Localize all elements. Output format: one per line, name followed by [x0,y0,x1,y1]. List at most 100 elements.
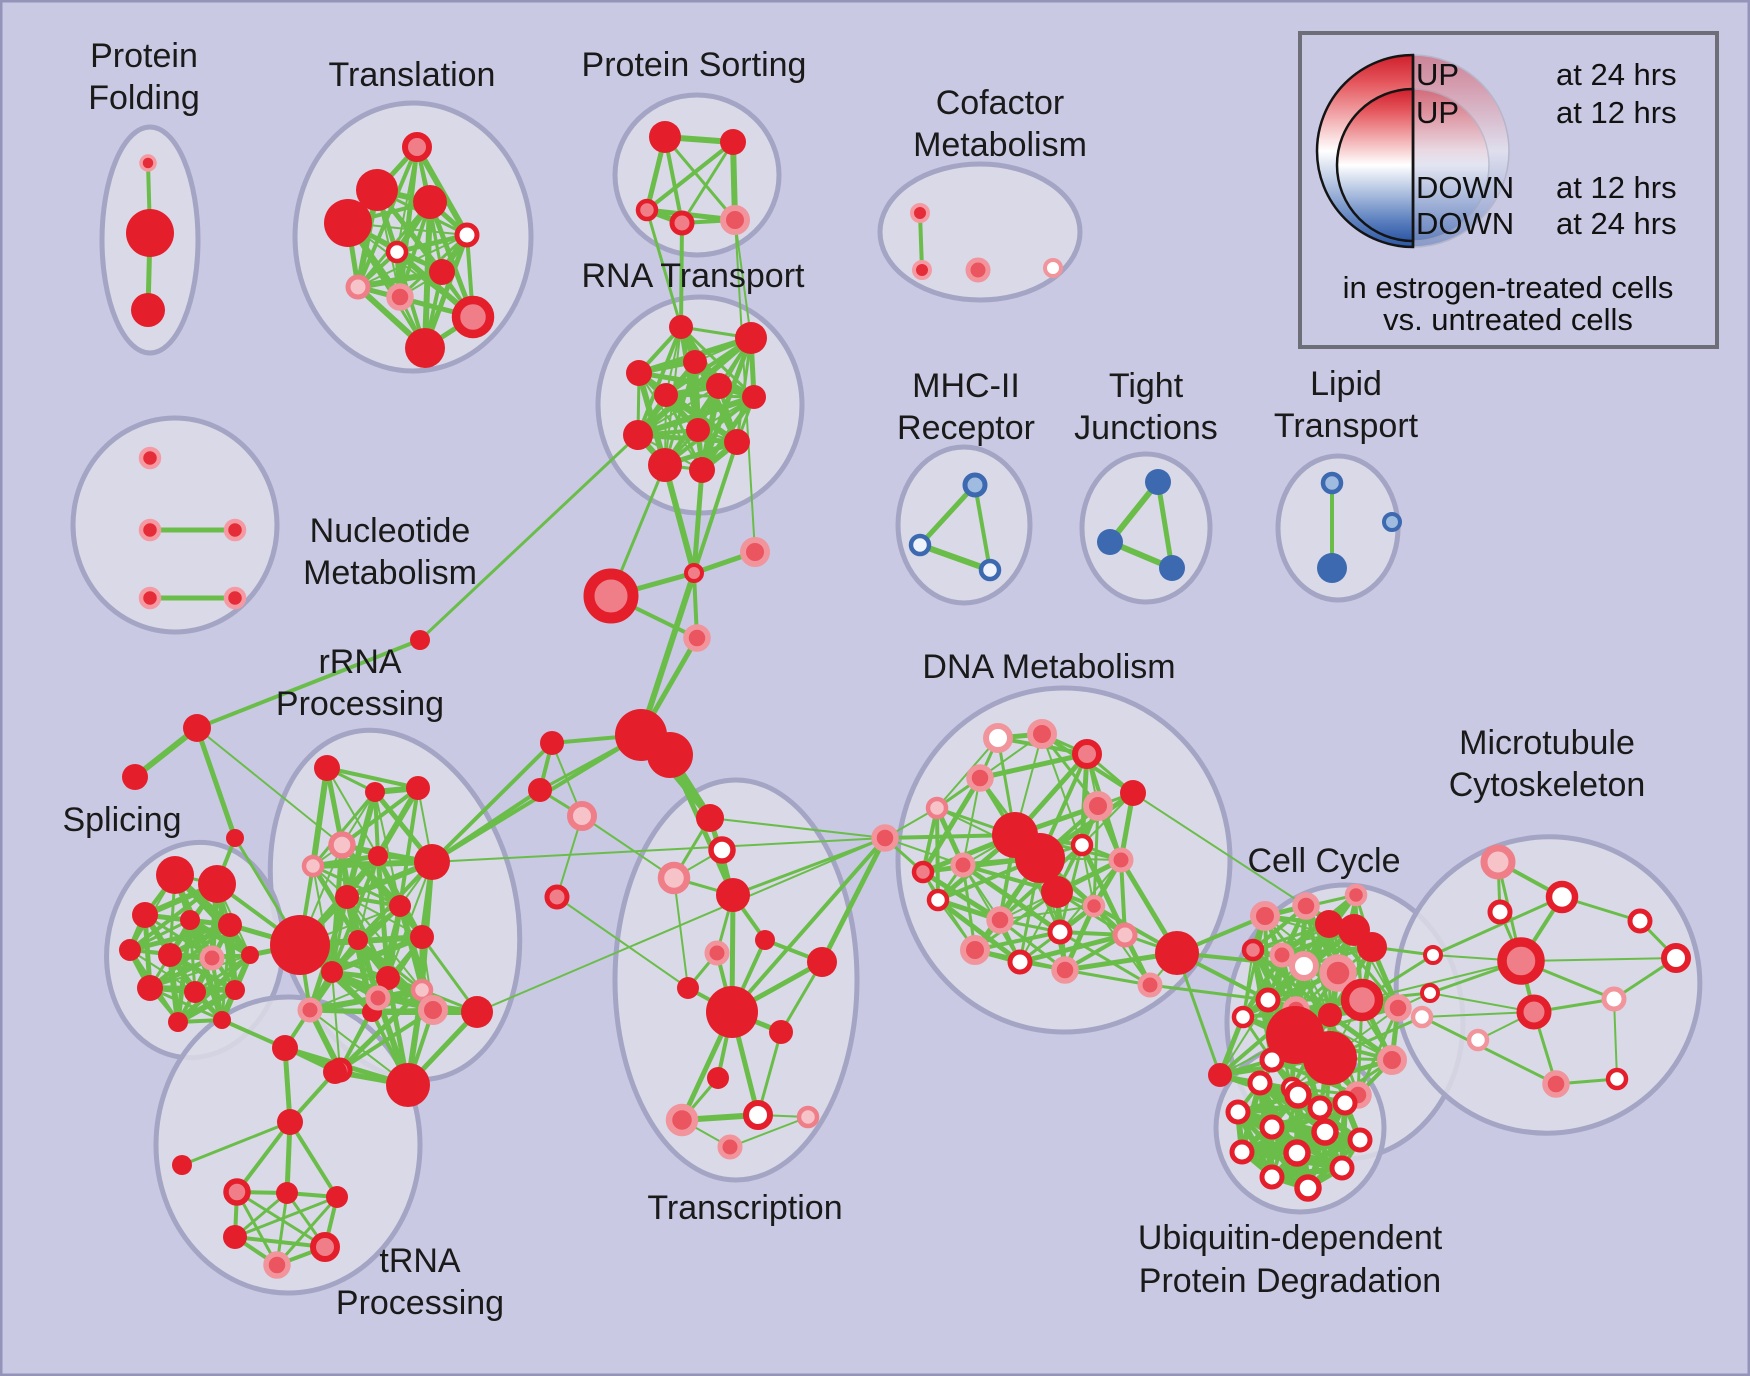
network-edge [310,765,330,869]
network-edge [344,789,378,900]
network-edge [338,1008,435,1072]
legend-up-12-time: at 12 hrs [1556,95,1677,130]
network-node-splicing [137,975,163,1001]
network-edge [1155,479,1175,571]
network-node-cell-cycle [1208,1063,1232,1087]
network-node-rrna-processing [461,996,493,1028]
network-edge [917,482,978,548]
network-node-translation [386,283,414,311]
network-node-rna-transport [654,383,678,407]
network-node-lipid-transport [1317,553,1347,583]
network-node-rrna-processing [301,854,325,878]
network-node-rrna-processing [410,925,434,949]
network-node-dna-metabolism [911,860,935,884]
network-node-dna-metabolism [1137,972,1163,998]
network-node-rna-transport [626,360,652,386]
network-edge [917,542,993,573]
network-node-cell-cycle [1289,951,1319,981]
network-node-cycle-microtubule-connectors [1420,983,1440,1003]
network-node-cell-cycle [1357,932,1387,962]
network-node-rna-connectors [684,563,704,583]
network-node-dna-metabolism [1070,833,1094,857]
network-edge [636,325,683,437]
network-node-splicing-triangle [122,764,148,790]
network-node-cell-cycle [1269,942,1295,968]
network-node-protein-sorting [649,121,681,153]
network-node-splicing [119,939,141,961]
network-node-lipid-transport [1382,512,1402,532]
network-edge [691,467,705,576]
network-edge [692,440,739,575]
network-edge [430,788,542,864]
network-node-transcription [677,977,699,999]
network-node-translation [356,169,398,211]
network-node-dna-metabolism [1047,919,1073,945]
network-node-dna-metabolism [1027,719,1057,749]
network-node-tight-junctions [1159,555,1185,581]
network-edge [357,234,468,288]
network-edge [730,836,887,1014]
network-node-tight-junctions [1097,529,1123,555]
cluster-label: Folding [88,79,200,117]
network-node-cell-cycle [1292,892,1320,920]
network-edge [709,817,886,839]
network-node-microtubule-cytoskeleton [1601,986,1627,1012]
network-node-transcription [696,804,724,832]
network-edge [1420,1015,1558,1086]
network-node-rna-transport [689,457,715,483]
network-edge [1361,960,1522,1001]
network-node-cell-cycle [1344,883,1368,907]
network-edge [430,741,554,864]
network-node-translation [429,259,455,285]
network-node-trna-processing [277,1109,303,1135]
network-node-cell-cycle [1303,1031,1357,1085]
network-node-central-hub [647,732,693,778]
network-node-rrna-processing [389,895,411,917]
network-node-rna-transport [623,420,653,450]
network-node-cell-cycle [1318,1003,1342,1027]
legend-down-12-time: at 12 hrs [1556,170,1677,205]
network-edge [734,219,752,339]
cluster-label: Cofactor [936,84,1065,122]
network-edge [935,806,940,902]
cluster-label: Nucleotide [310,512,471,550]
cluster-label: Splicing [62,801,181,839]
cluster-label: Transcription [647,1189,842,1227]
cluster-label: Protein [90,37,198,75]
cluster-label: Metabolism [303,554,477,592]
network-edge [731,836,887,897]
network-node-dna-connector [871,824,899,852]
network-node-cell-cycle [1340,978,1384,1022]
network-edge [311,790,377,868]
network-node-microtubule-cytoskeleton [1627,908,1653,934]
network-node-protein-folding [126,209,174,257]
network-edge [961,863,1059,894]
network-node-rrna-bridge [567,801,597,831]
network-node-rrna-processing [376,966,400,990]
network-node-mhc-ii-receptor [978,558,1002,582]
network-node-splicing [156,856,194,894]
network-node-transcription [707,1067,729,1089]
network-node-trna-processing [276,1182,298,1204]
network-node-dna-metabolism [1120,780,1146,806]
network-edge [325,766,420,790]
network-edge [1613,998,1618,1080]
network-node-splicing [168,1012,188,1032]
network-node-dna-metabolism [1112,922,1138,948]
network-node-splicing [241,946,259,964]
network-node-ubiquitin-degradation [1294,1174,1322,1202]
network-node-transcription [657,861,691,895]
network-edge [1429,992,1535,1013]
network-edge [129,949,196,993]
network-edge [180,1120,292,1167]
network-edge [127,922,233,953]
network-node-trna-processing [172,1155,192,1175]
network-node-rrna-processing [368,846,388,866]
network-edge [175,987,238,1025]
network-node-ubiquitin-degradation [1329,1155,1355,1181]
cluster-label: tRNA [379,1242,461,1280]
network-edge [355,269,445,290]
network-node-rrna-processing [270,915,330,975]
network-node-transcription [665,1103,699,1137]
